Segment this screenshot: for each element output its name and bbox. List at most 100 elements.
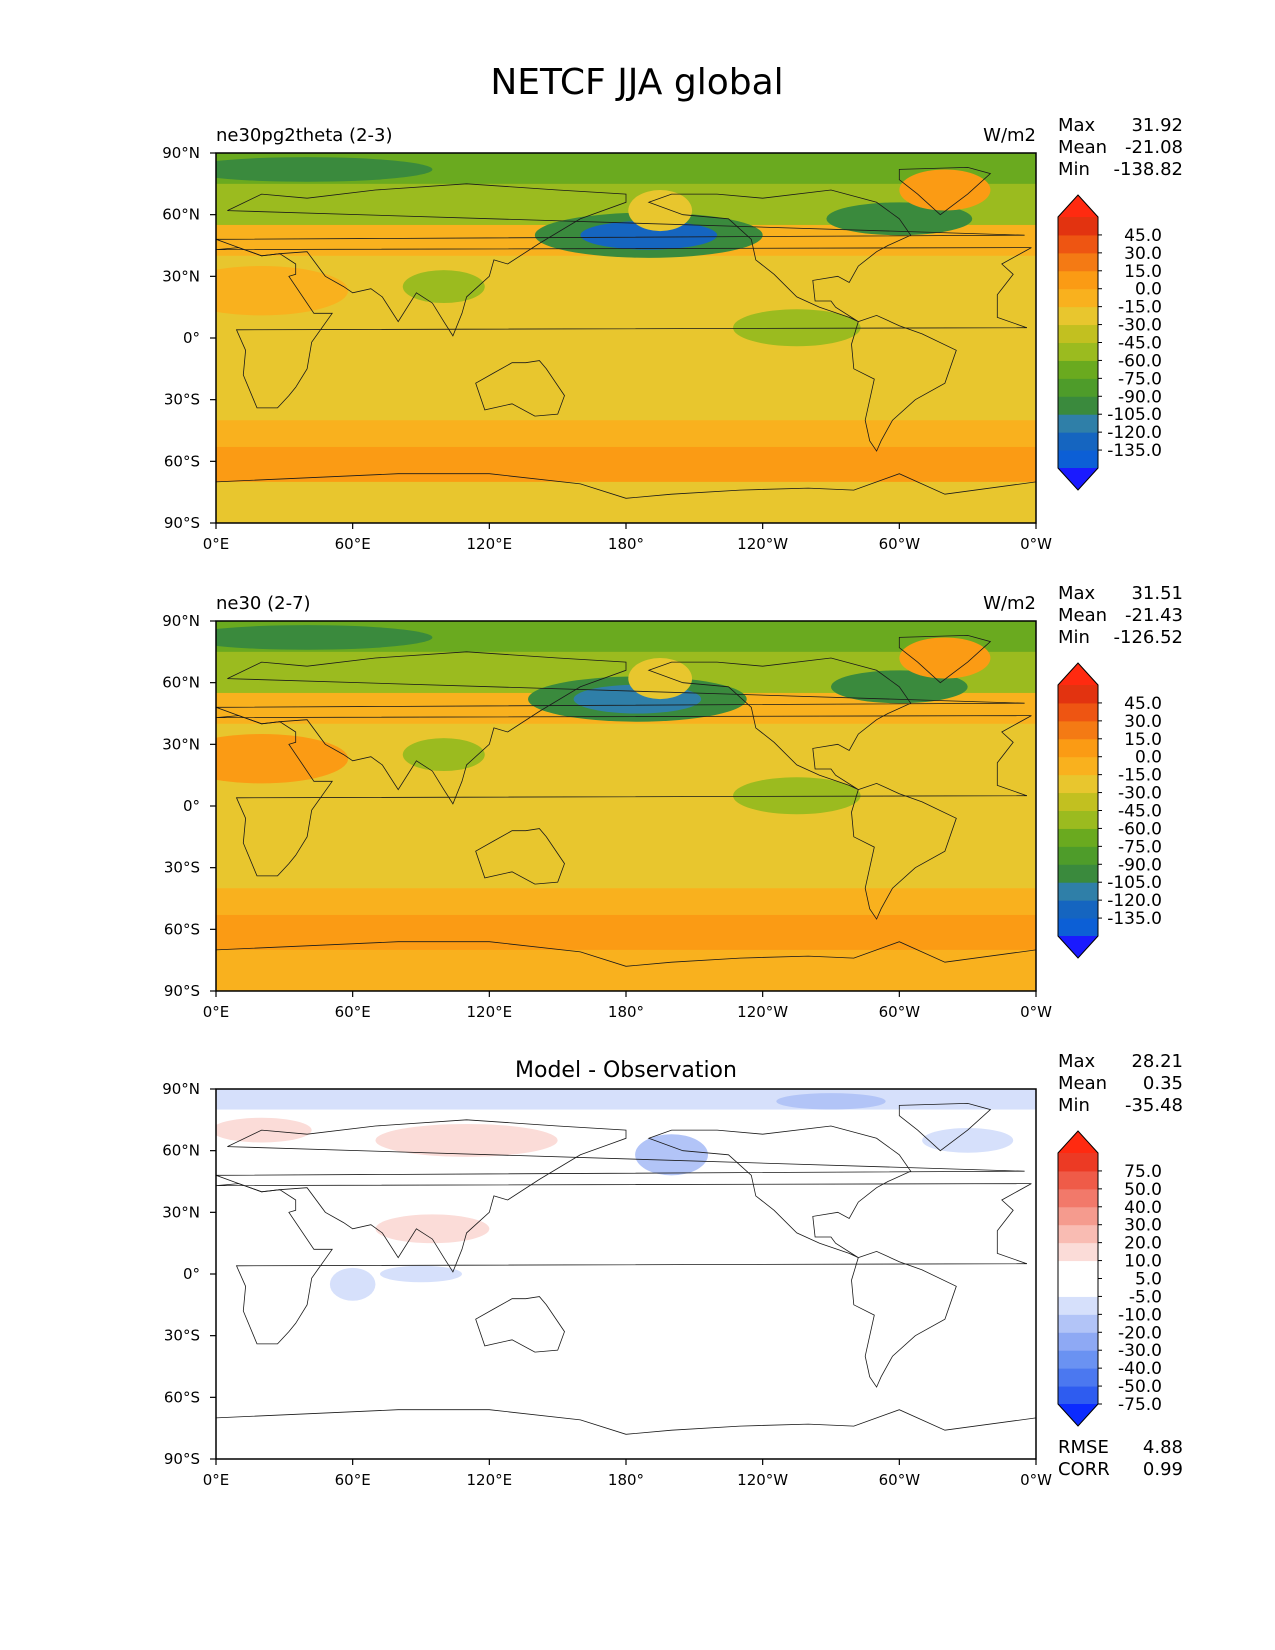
colorbar-tick-label: -20.0 xyxy=(1118,1323,1162,1343)
panel-title: ne30pg2theta (2-3) xyxy=(216,125,392,146)
y-tick-label: 0° xyxy=(183,1265,200,1283)
colorbar-segment xyxy=(1058,217,1098,236)
stat-value: -138.82 xyxy=(1114,159,1183,180)
stat-value: 31.92 xyxy=(1131,115,1183,136)
y-tick-label: 30°S xyxy=(164,391,200,409)
y-tick-label: 60°S xyxy=(164,920,200,938)
colorbar: 45.030.015.00.0-15.0-30.0-45.0-60.0-75.0… xyxy=(1057,194,1162,491)
colorbar-segment xyxy=(1058,792,1098,811)
stat-label: Mean xyxy=(1058,137,1107,158)
colorbar-tick-label: -120.0 xyxy=(1107,891,1162,911)
colorbar-tick-label: 50.0 xyxy=(1124,1180,1162,1200)
coastline xyxy=(216,1409,1036,1459)
coastline xyxy=(851,314,957,452)
field-band xyxy=(216,420,1036,448)
colorbar-tick-label: -30.0 xyxy=(1118,784,1162,804)
stat-value: 31.51 xyxy=(1131,583,1183,604)
x-tick-label: 120°W xyxy=(737,535,788,553)
colorbar-segment xyxy=(1058,864,1098,883)
colorbar-segment xyxy=(1058,685,1098,704)
y-tick-label: 90°S xyxy=(164,514,200,532)
field-anomaly xyxy=(733,777,861,815)
colorbar-tick-label: -30.0 xyxy=(1118,1341,1162,1361)
colorbar-tick-label: -135.0 xyxy=(1107,909,1162,929)
coastline xyxy=(475,360,565,417)
colorbar-tick-label: 15.0 xyxy=(1124,730,1162,750)
colorbar-segment xyxy=(1058,306,1098,326)
figure-title: NETCF JJA global xyxy=(490,62,783,103)
coastline xyxy=(216,941,1036,991)
stat-label: Min xyxy=(1058,159,1090,180)
colorbar-segment xyxy=(1058,1242,1098,1262)
colorbar-tick-label: -90.0 xyxy=(1118,387,1162,407)
field-anomaly xyxy=(375,1214,490,1244)
x-tick-label: 0°W xyxy=(1020,1003,1052,1021)
field-anomaly xyxy=(580,220,718,250)
panel-3: Model - Observation 0°E 60°E 120°E 180° 120°W… xyxy=(162,1051,1183,1489)
panel-2: ne30 (2-7) W/m2 0°E 60°E 120°E 180° 120°W 60°W 0… xyxy=(162,583,1183,1021)
coastline xyxy=(898,634,992,684)
colorbar-extend-bottom xyxy=(1058,936,1098,958)
field-band xyxy=(216,888,1036,916)
colorbar-segment xyxy=(1058,414,1098,433)
y-tick-label: 60°S xyxy=(164,1388,200,1406)
colorbar-segment xyxy=(1058,288,1098,308)
colorbar-segment xyxy=(1058,1386,1098,1405)
colorbar-segment xyxy=(1058,846,1098,865)
x-tick-label: 0°E xyxy=(203,1471,230,1489)
colorbar-tick-label: -45.0 xyxy=(1118,334,1162,354)
colorbar-tick-label: -15.0 xyxy=(1118,766,1162,786)
x-tick-label: 180° xyxy=(608,1471,644,1489)
coastline xyxy=(647,189,912,322)
colorbar-tick-label: -40.0 xyxy=(1118,1359,1162,1379)
y-tick-label: 60°N xyxy=(162,674,200,692)
coastline xyxy=(851,782,957,920)
colorbar-tick-label: -60.0 xyxy=(1118,351,1162,371)
field-anomaly xyxy=(899,637,991,679)
colorbar-segment xyxy=(1058,1278,1098,1297)
x-tick-label: 60°E xyxy=(335,1471,371,1489)
field-anomaly xyxy=(329,1267,376,1301)
coastline xyxy=(216,473,1036,523)
field-anomaly xyxy=(380,1265,462,1283)
field-anomaly xyxy=(899,169,991,211)
x-tick-label: 0°E xyxy=(203,1003,230,1021)
colorbar-segment xyxy=(1058,1296,1098,1315)
colorbar-segment xyxy=(1058,774,1098,794)
colorbar-segment xyxy=(1058,432,1098,451)
field-band xyxy=(216,914,1036,951)
colorbar-tick-label: 20.0 xyxy=(1124,1234,1162,1254)
colorbar-tick-label: 30.0 xyxy=(1124,244,1162,264)
colorbar-tick-label: 30.0 xyxy=(1124,1216,1162,1236)
coastline xyxy=(216,651,1025,805)
x-tick-label: 60°W xyxy=(879,1471,921,1489)
stat-label: Max xyxy=(1058,583,1096,604)
x-tick-label: 0°E xyxy=(203,535,230,553)
panel-title: ne30 (2-7) xyxy=(216,593,311,614)
colorbar-segment xyxy=(1058,702,1098,722)
x-tick-label: 60°W xyxy=(879,535,921,553)
field-anomaly xyxy=(760,1121,834,1147)
colorbar-outline xyxy=(1057,194,1099,491)
stat-value: -21.43 xyxy=(1125,605,1183,626)
colorbar-segment xyxy=(1058,1188,1098,1208)
x-tick-label: 0°W xyxy=(1020,1471,1052,1489)
coastline xyxy=(216,183,1025,337)
colorbar-segment xyxy=(1058,396,1098,415)
coastline xyxy=(898,1102,992,1152)
colorbar-tick-label: -135.0 xyxy=(1107,441,1162,461)
field-anomaly xyxy=(776,1093,886,1110)
stat-label: Min xyxy=(1058,627,1090,648)
x-tick-label: 120°W xyxy=(737,1471,788,1489)
colorbar-segment xyxy=(1058,1224,1098,1244)
x-tick-label: 60°E xyxy=(335,535,371,553)
field-band xyxy=(216,1089,1036,1111)
colorbar-tick-label: -105.0 xyxy=(1107,873,1162,893)
coastline xyxy=(216,1119,1025,1273)
colorbar: 45.030.015.00.0-15.0-30.0-45.0-60.0-75.0… xyxy=(1057,662,1162,959)
field-band xyxy=(216,949,1036,991)
y-tick-label: 60°N xyxy=(162,1142,200,1160)
x-tick-label: 180° xyxy=(608,535,644,553)
colorbar-segment xyxy=(1058,756,1098,776)
y-tick-label: 90°N xyxy=(162,612,200,630)
